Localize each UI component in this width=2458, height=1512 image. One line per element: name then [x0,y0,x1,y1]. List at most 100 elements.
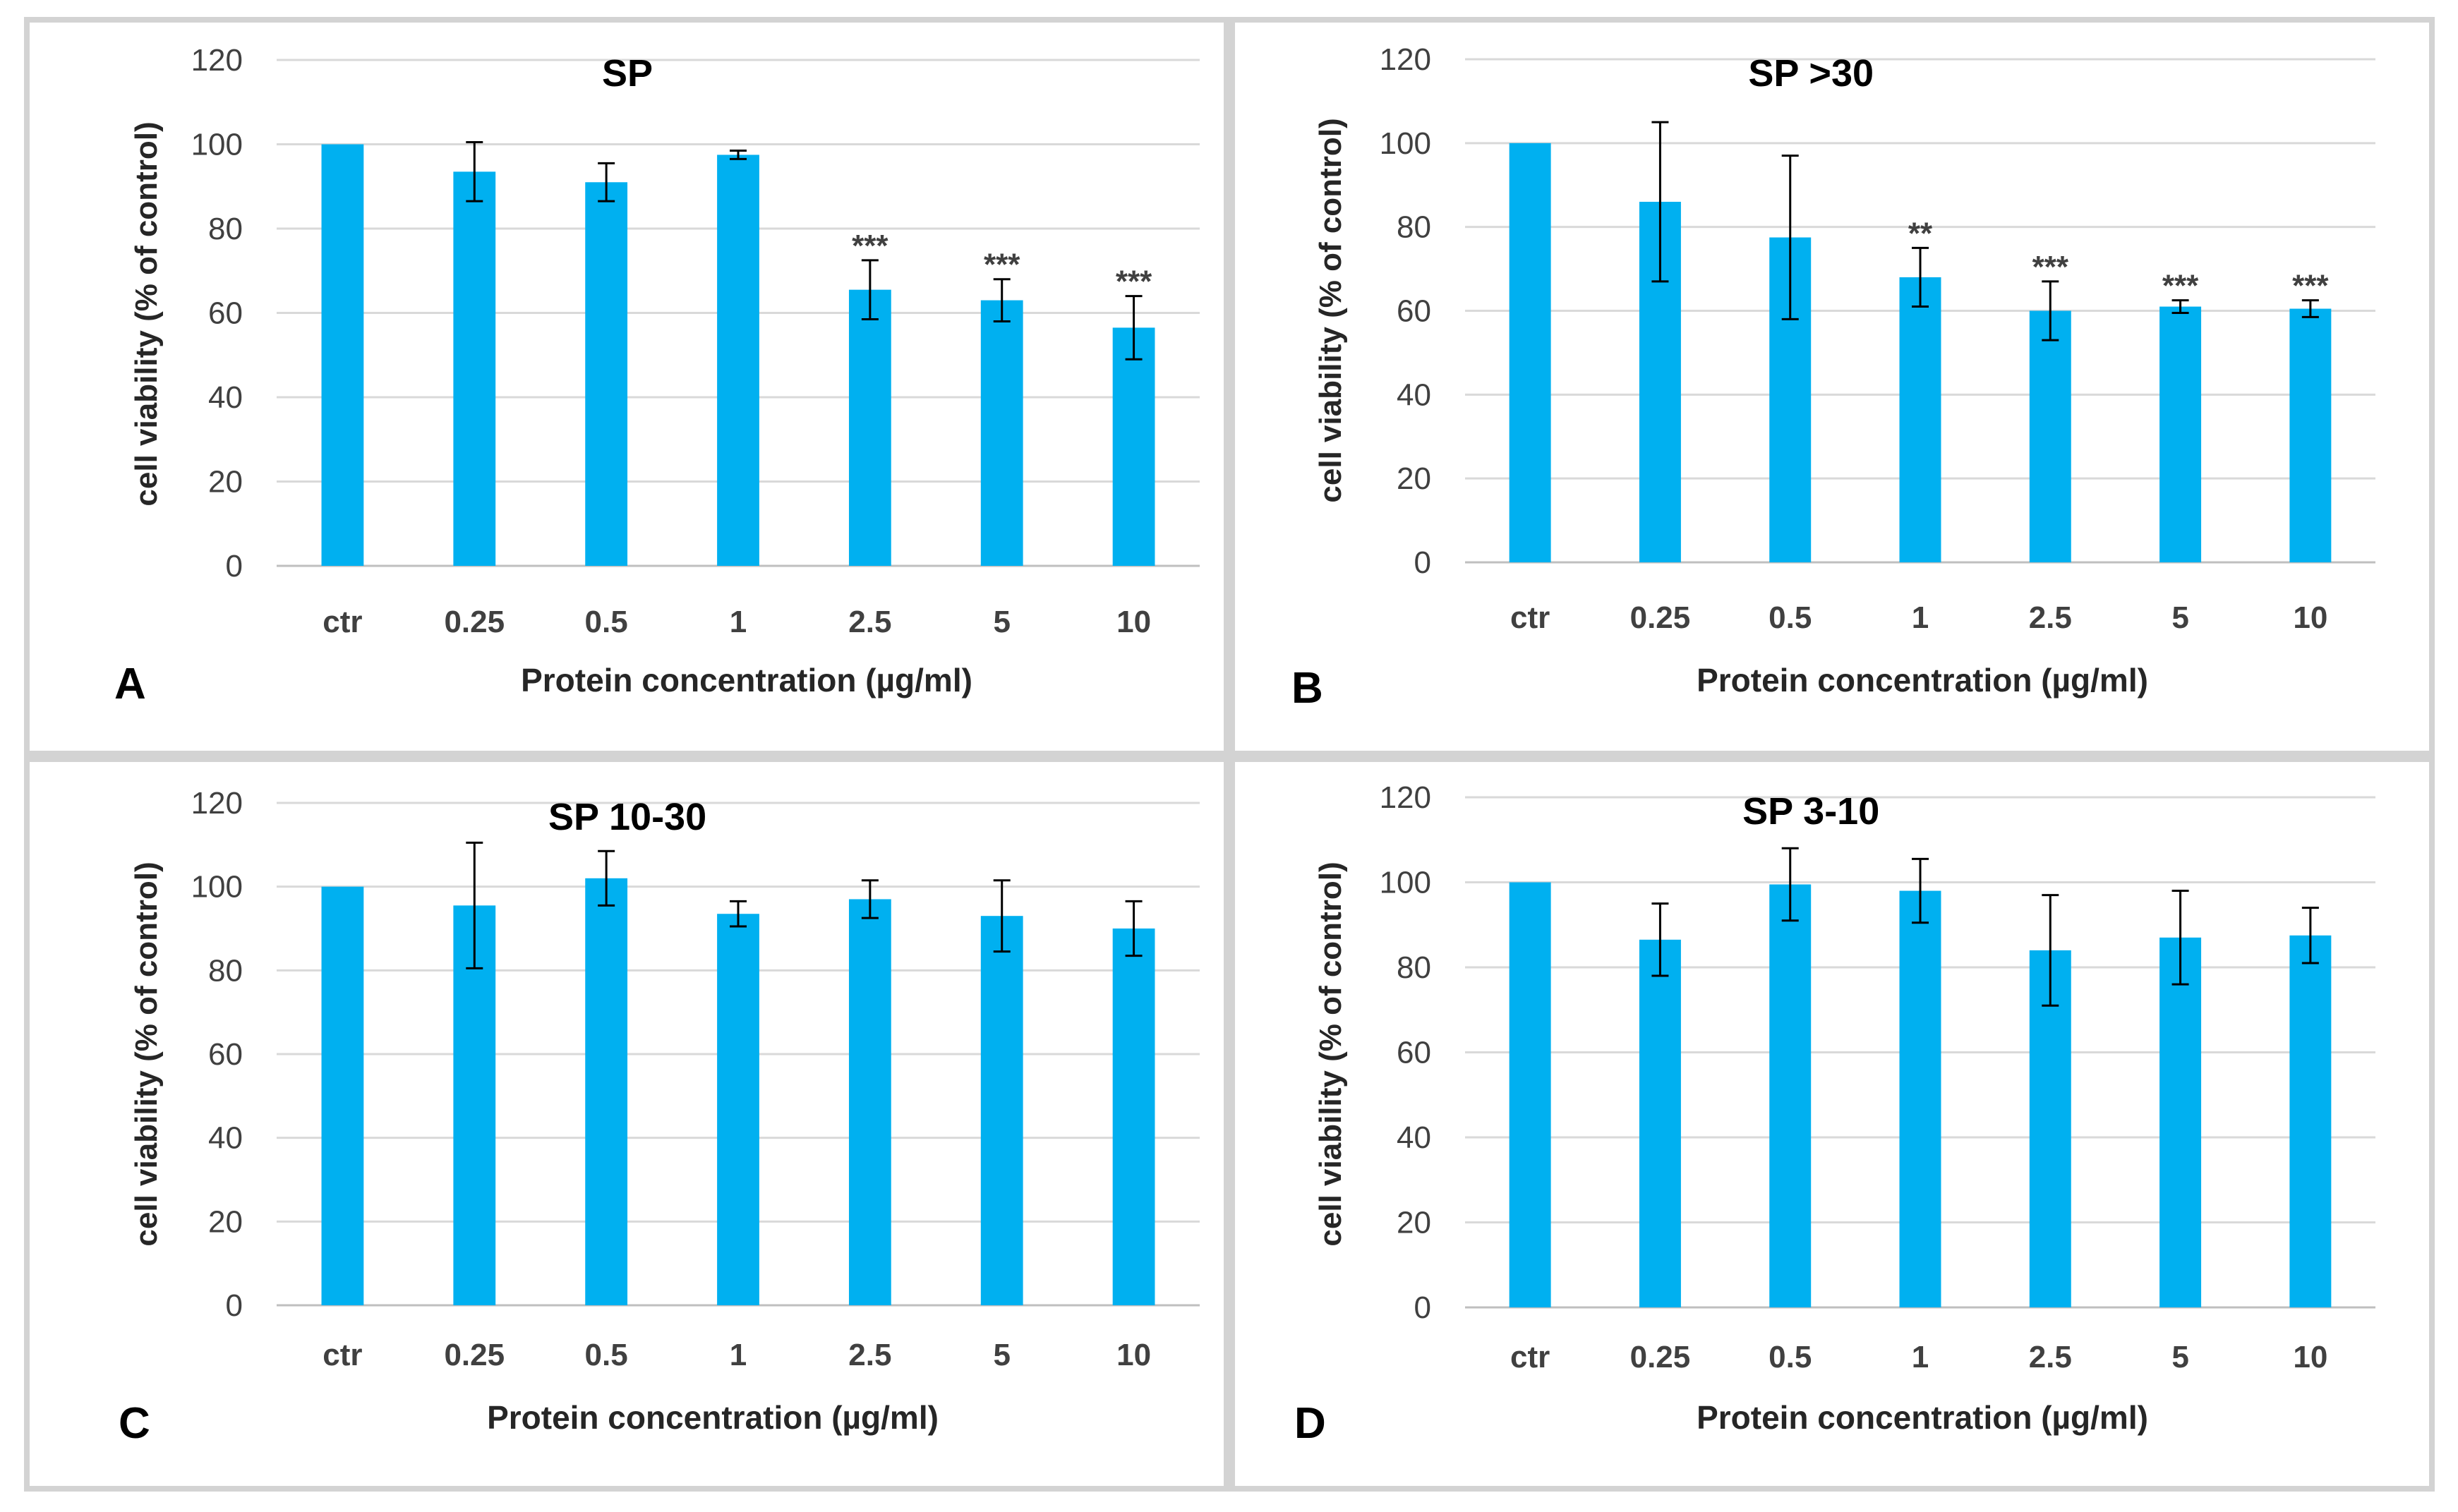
panel-b-significance-marker: *** [2292,269,2329,303]
panel-a-y-tick-label: 40 [208,380,243,415]
panel-b-x-tick-label: 1 [1912,600,1929,635]
panel-b-y-tick-label: 60 [1397,294,1431,329]
panel-a-x-tick-label: 10 [1116,605,1151,639]
panel-b-y-axis-label: cell viability (% of control) [1313,118,1348,502]
panel-a-x-tick-label: ctr [323,605,362,639]
panel-a-y-tick-label: 120 [191,43,243,78]
panel-d-x-tick-label: 5 [2171,1340,2188,1374]
panel-a-y-tick-label: 100 [191,128,243,162]
panel-c-bar [453,905,496,1305]
panel-d-frame [1229,756,2435,1492]
panel-c-bar [717,914,759,1305]
panel-a-bar [1112,327,1155,566]
panel-a-bar [585,182,628,566]
panel-a-y-tick-label: 60 [208,296,243,331]
panel-d-title: SP 3-10 [1742,790,1879,833]
panel-a-bar [848,289,891,566]
panel-c-y-axis-label: cell viability (% of control) [129,861,164,1246]
panel-a-y-tick-label: 20 [208,465,243,500]
panel-c-bar [848,899,891,1305]
panel-a-significance-marker: *** [852,229,888,263]
panel-b-y-tick-label: 80 [1397,210,1431,245]
panel-c-x-tick-label: 0.25 [444,1338,505,1372]
panel-a-bar [980,300,1023,566]
panel-d-x-tick-label: 2.5 [2029,1340,2072,1374]
panel-d-bar [2289,935,2332,1307]
panel-c-x-tick-label: 10 [1116,1338,1151,1372]
panel-b-bar [2289,308,2332,562]
panel-c-x-tick-label: ctr [323,1338,362,1372]
panel-c-y-tick-label: 40 [208,1121,243,1156]
panel-a-y-axis-label: cell viability (% of control) [129,121,164,506]
panel-a-significance-marker: *** [984,248,1020,282]
panel-d-bar [2029,950,2071,1307]
panel-b-x-axis-label: Protein concentration (µg/ml) [1697,662,2148,698]
panel-b-bar [1899,277,1941,562]
panel-a-title: SP [602,52,653,95]
panel-a-significance-marker: *** [1116,265,1152,299]
panel-d-y-tick-label: 120 [1380,780,1431,815]
panel-a-x-tick-label: 5 [993,605,1010,639]
panel-c-y-tick-label: 0 [226,1288,243,1323]
panel-d-y-tick-label: 80 [1397,950,1431,985]
panel-b-x-tick-label: 2.5 [2029,600,2072,635]
panel-b-letter: B [1291,664,1323,713]
panel-a-x-tick-label: 2.5 [848,605,891,639]
panel-d-bar [1639,939,1681,1307]
panel-a-x-axis-label: Protein concentration (µg/ml) [521,662,972,698]
panel-a-bar [717,155,759,566]
panel-d-y-tick-label: 20 [1397,1206,1431,1240]
panel-a-bar [321,144,364,566]
panel-a-y-tick-label: 80 [208,212,243,246]
panel-b-x-tick-label: 10 [2293,600,2327,635]
panel-b-y-tick-label: 0 [1414,545,1431,580]
panel-a-bar [453,171,496,566]
panel-c-title: SP 10-30 [548,796,706,838]
panel-c-y-tick-label: 20 [208,1204,243,1239]
panel-d-y-tick-label: 40 [1397,1120,1431,1155]
panel-b-x-tick-label: 5 [2171,600,2188,635]
panel-c-x-tick-label: 0.5 [585,1338,628,1372]
panel-d-x-axis-label: Protein concentration (µg/ml) [1697,1399,2148,1436]
panel-b-title: SP >30 [1748,52,1874,95]
panel-b-x-tick-label: 0.25 [1630,600,1691,635]
panel-c-y-tick-label: 80 [208,953,243,988]
panel-c-y-tick-label: 120 [191,786,243,821]
panel-c-x-axis-label: Protein concentration (µg/ml) [487,1399,939,1436]
panel-d-x-tick-label: 1 [1912,1340,1929,1374]
panel-d-x-tick-label: 0.25 [1630,1340,1691,1374]
panel-c-bar [321,886,364,1305]
panel-b-y-tick-label: 120 [1380,42,1431,77]
panel-c-bar [980,916,1023,1305]
panel-d-y-tick-label: 0 [1414,1290,1431,1325]
panel-c-x-tick-label: 1 [730,1338,747,1372]
panel-c-y-tick-label: 100 [191,870,243,905]
panel-d-x-tick-label: 0.5 [1769,1340,1812,1374]
panel-c-bar [585,878,628,1305]
panel-d-y-axis-label: cell viability (% of control) [1313,861,1348,1246]
panel-c-y-tick-label: 60 [208,1037,243,1072]
panel-a-x-tick-label: 1 [730,605,747,639]
panel-b-x-tick-label: ctr [1510,600,1550,635]
panel-b-y-tick-label: 100 [1380,126,1431,161]
panel-d-y-tick-label: 100 [1380,866,1431,900]
panel-a-x-tick-label: 0.25 [444,605,505,639]
panel-c-x-tick-label: 5 [993,1338,1010,1372]
panel-b-x-tick-label: 0.5 [1769,600,1812,635]
panel-c-x-tick-label: 2.5 [848,1338,891,1372]
panel-b-bar [2159,306,2202,562]
panel-b-significance-marker: *** [2162,269,2199,303]
panel-b-bar [2029,310,2071,562]
panel-d-letter: D [1294,1399,1326,1448]
panel-d-x-tick-label: ctr [1510,1340,1550,1374]
panel-a-y-tick-label: 0 [226,549,243,583]
panel-b-significance-marker: ** [1908,216,1933,250]
panel-c-letter: C [119,1399,150,1448]
panel-d-bar [1899,890,1941,1307]
panel-b-y-tick-label: 20 [1397,461,1431,496]
panel-d-bar [1509,882,1551,1307]
panel-a-letter: A [114,660,146,708]
panel-d-bar [1769,884,1812,1307]
panel-b-bar [1509,143,1551,563]
